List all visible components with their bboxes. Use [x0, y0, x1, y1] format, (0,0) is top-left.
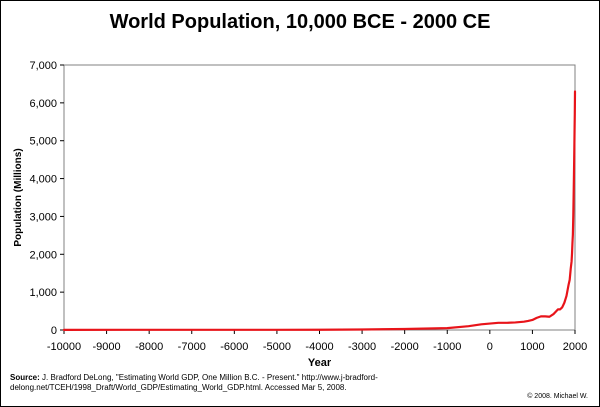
- x-tick-label: -10000: [47, 341, 81, 353]
- y-tick-label: 1,000: [29, 287, 57, 299]
- y-tick-label: 6,000: [29, 98, 57, 110]
- x-tick-label: -1000: [433, 341, 461, 353]
- x-tick-label: 0: [487, 341, 493, 353]
- x-tick-label: -9000: [93, 341, 121, 353]
- x-tick-label: -3000: [348, 341, 376, 353]
- chart-title: World Population, 10,000 BCE - 2000 CE: [109, 11, 491, 33]
- x-tick-label: 2000: [563, 341, 587, 353]
- source-label: Source:: [10, 373, 40, 382]
- series-line-world-population: [62, 90, 577, 331]
- x-tick-label: 1000: [520, 341, 544, 353]
- x-tick-label: -5000: [263, 341, 291, 353]
- y-tick-label: 2,000: [29, 249, 57, 261]
- y-axis-label: Population (Millions): [13, 148, 24, 246]
- y-tick-label: 7,000: [29, 60, 57, 72]
- copyright-note: © 2008. Michael W.: [527, 393, 588, 400]
- source-note: Source: J. Bradford DeLong, "Estimating …: [10, 373, 420, 393]
- x-tick-label: -6000: [220, 341, 248, 353]
- x-tick-label: -2000: [391, 341, 419, 353]
- x-tick-label: -8000: [135, 341, 163, 353]
- x-axis-label: Year: [308, 357, 332, 369]
- y-tick-label: 4,000: [29, 174, 57, 186]
- x-tick-label: -7000: [178, 341, 206, 353]
- plot-area: [63, 64, 576, 331]
- y-tick-label: 0: [51, 325, 57, 337]
- x-tick-label: -4000: [305, 341, 333, 353]
- y-tick-label: 5,000: [29, 136, 57, 148]
- y-tick-label: 3,000: [29, 211, 57, 223]
- source-text: J. Bradford DeLong, "Estimating World GD…: [10, 373, 378, 392]
